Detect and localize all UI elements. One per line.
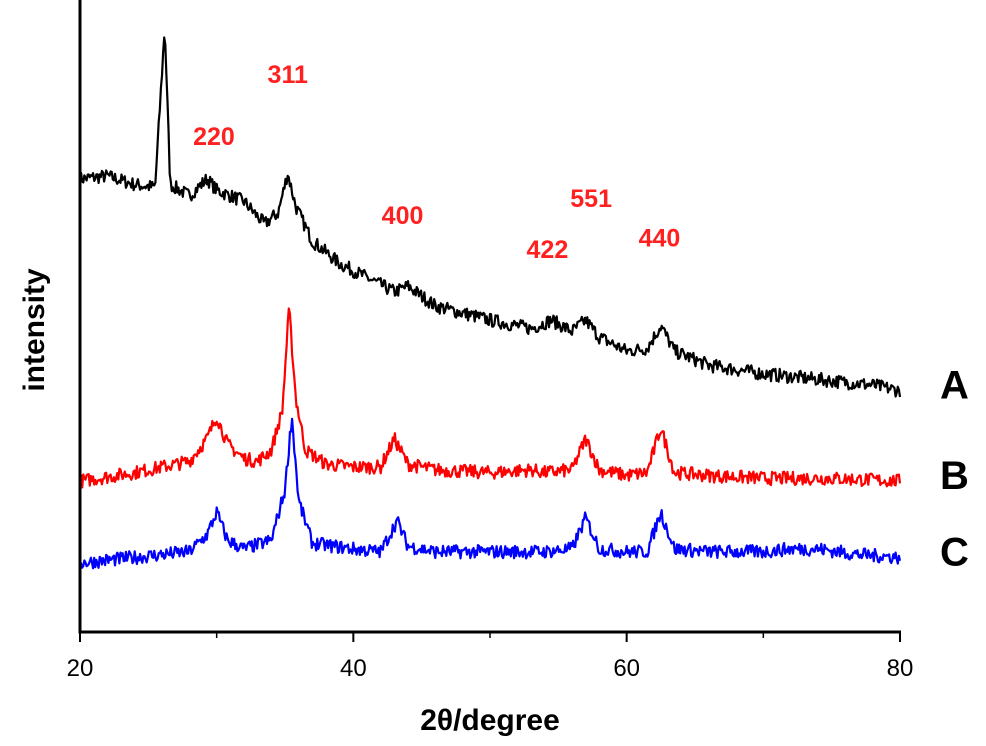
x-ticks: 20 40 60 80 [67,632,914,682]
peak-label-311: 311 [268,61,308,89]
x-tick-label-20: 20 [67,655,94,682]
peak-label-440: 440 [639,225,681,253]
series-line-b [78,307,902,489]
x-tick-label-40: 40 [340,655,367,682]
y-axis-title: intensity [18,268,51,392]
x-tick-label-80: 80 [887,655,914,682]
peak-label-422: 422 [527,236,569,264]
series-line-c [78,417,902,570]
series-label-b: B [940,454,969,498]
series-line-a [78,36,902,398]
x-tick-label-60: 60 [613,655,640,682]
peak-label-220: 220 [193,123,235,151]
series-label-a: A [940,364,969,408]
series-label-c: C [940,530,969,574]
peak-label-551: 551 [570,185,612,213]
series-labels: A BC [940,364,969,575]
series-layer [78,36,902,570]
x-axis-title: 2θ/degree [420,704,560,737]
peak-label-400: 400 [382,202,424,230]
